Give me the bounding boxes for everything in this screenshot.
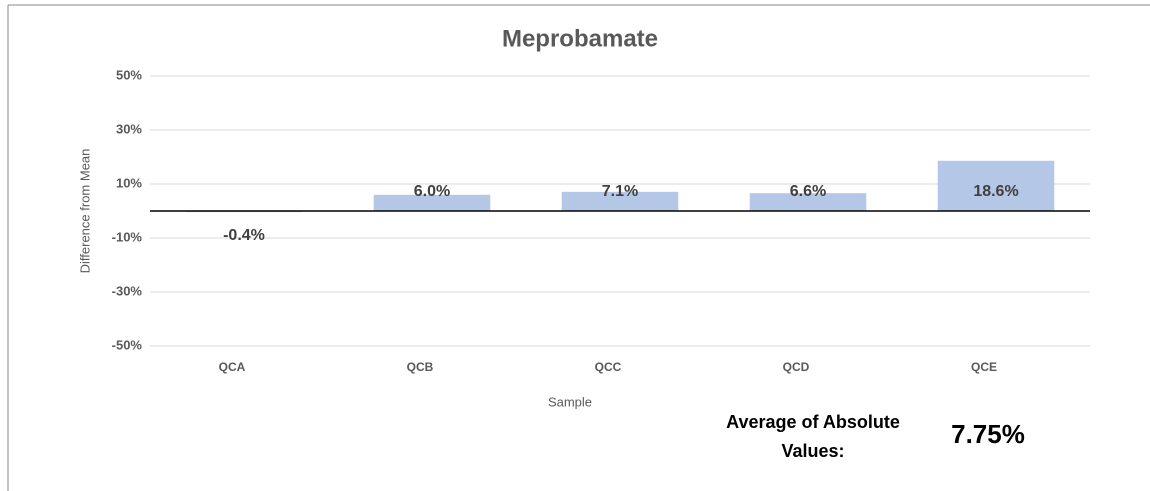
y-tick-label: -30%: [112, 283, 143, 298]
y-tick-label: 50%: [116, 67, 142, 82]
bar: [561, 191, 679, 211]
annotation-value: 7.75%: [951, 419, 1025, 449]
y-tick-label: 10%: [116, 175, 142, 190]
y-tick-label: 30%: [116, 121, 142, 136]
data-label: 6.0%: [414, 183, 450, 200]
data-label: -0.4%: [223, 227, 265, 244]
x-tick-label: QCC: [595, 360, 622, 374]
x-tick-label: QCB: [407, 360, 434, 374]
data-label: 18.6%: [973, 183, 1018, 200]
x-axis-label: Sample: [548, 394, 592, 409]
annotation-line: Values:: [781, 441, 844, 461]
data-label: 6.6%: [790, 183, 826, 200]
bar: [749, 193, 867, 211]
bar: [373, 194, 491, 211]
annotation-line: Average of Absolute: [726, 412, 900, 432]
y-tick-label: -10%: [112, 229, 143, 244]
bar: [937, 160, 1055, 211]
chart-title: Meprobamate: [502, 25, 658, 52]
y-tick-label: -50%: [112, 337, 143, 352]
x-tick-label: QCE: [971, 360, 997, 374]
x-tick-label: QCD: [783, 360, 810, 374]
data-label: 7.1%: [602, 183, 638, 200]
y-axis-label: Difference from Mean: [77, 149, 92, 274]
x-tick-label: QCA: [219, 360, 246, 374]
